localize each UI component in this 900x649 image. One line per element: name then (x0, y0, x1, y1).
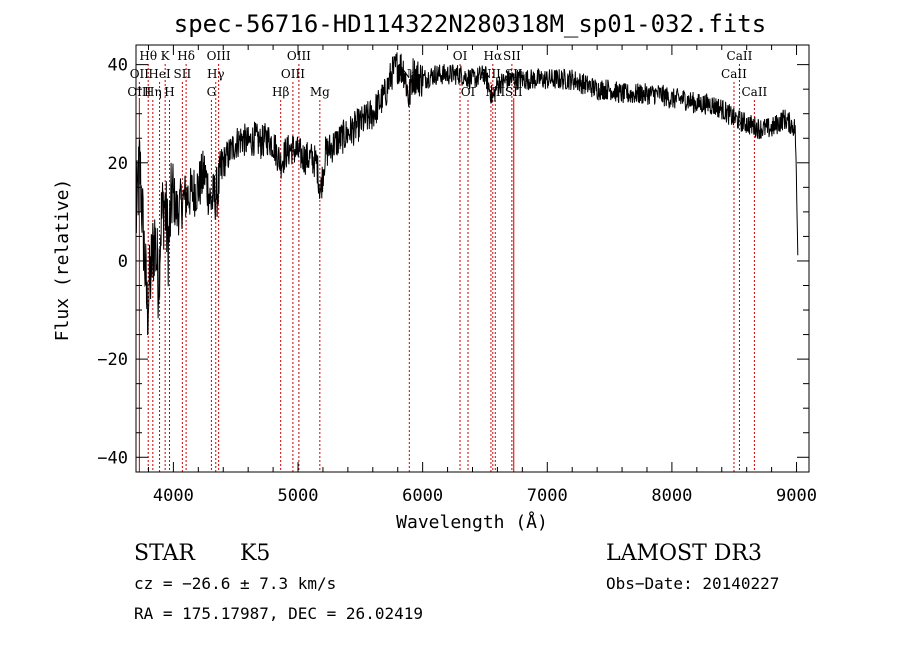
survey-name: LAMOST DR3 (606, 541, 762, 566)
spectral-line-label: SII (174, 67, 192, 81)
x-tick-label: 6000 (402, 486, 443, 506)
y-tick-label: −20 (97, 350, 128, 370)
spectral-line-label: OIII (207, 49, 231, 63)
spectral-line-label: HeI (148, 67, 171, 81)
x-axis-label: Wavelength (Å) (396, 511, 548, 533)
spectral-line-label: OI (453, 49, 468, 63)
chart-title: spec-56716-HD114322N280318M_sp01-032.fit… (174, 10, 766, 38)
ra-dec-coordinates: RA = 175.17987, DEC = 26.02419 (134, 604, 423, 623)
y-tick-label: −40 (97, 448, 128, 468)
x-tick-label: 5000 (278, 486, 319, 506)
spectral-line-label: K (161, 49, 171, 63)
redshift-velocity: cz = −26.6 ± 7.3 km/s (134, 574, 336, 593)
spectral-line-label: Hδ (177, 49, 195, 63)
spectral-line-label: OIII (287, 49, 311, 63)
y-tick-label: 40 (108, 56, 128, 76)
x-axis-ticks: 4000 5000 6000 7000 8000 9000 (147, 45, 817, 506)
spectral-line-label: CaII (721, 67, 747, 81)
spectral-line-markers (138, 64, 755, 472)
y-axis-ticks: −40 −20 0 20 40 (97, 56, 809, 468)
observation-date: Obs−Date: 20140227 (606, 574, 779, 593)
spectral-line-label: Na (400, 67, 418, 81)
spectral-line-label: Mg (310, 85, 330, 99)
spectral-line-label: Hθ (139, 49, 157, 63)
spectral-line-label: OIII (281, 67, 305, 81)
spectral-line-label: SII (505, 67, 523, 81)
object-class: STAR (134, 541, 196, 566)
spectral-line-label: H (164, 85, 174, 99)
spectral-line-label: CaII (727, 49, 753, 63)
x-tick-label: 4000 (153, 486, 194, 506)
spectral-line-label: NII (485, 85, 505, 99)
y-tick-label: 20 (108, 154, 128, 174)
spectral-line-label: CaII (741, 85, 767, 99)
spectral-line-label: G (207, 85, 217, 99)
y-axis-label: Flux (relative) (52, 179, 73, 342)
spectral-line-label: Hβ (272, 85, 289, 99)
spectral-line-label: NII (481, 67, 501, 81)
flux-series-line (135, 52, 799, 336)
object-subclass: K5 (240, 541, 270, 566)
spectral-line-label: SII (503, 49, 521, 63)
spectral-line-label: OI (461, 85, 476, 99)
spectral-line-label: SII (505, 85, 523, 99)
x-tick-label: 9000 (776, 486, 817, 506)
spectral-line-label: OIII (127, 85, 151, 99)
spectral-line-label: Hα (484, 49, 503, 63)
x-tick-label: 8000 (651, 486, 692, 506)
y-tick-label: 0 (118, 252, 128, 272)
spectral-line-label: Hγ (207, 67, 225, 81)
spectral-line-label: Hη (144, 85, 162, 99)
spectral-line-label: OII (130, 67, 150, 81)
series-layer (135, 52, 799, 336)
x-tick-label: 7000 (527, 486, 568, 506)
